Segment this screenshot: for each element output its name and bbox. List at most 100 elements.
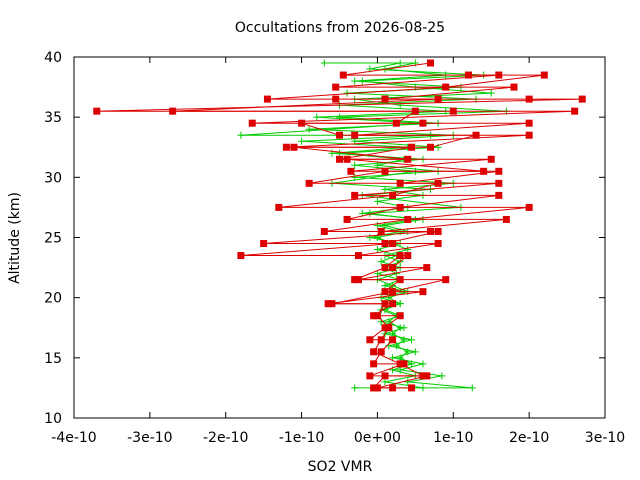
- data-point: [392, 342, 400, 350]
- data-point: [313, 113, 321, 121]
- data-point: [396, 101, 404, 109]
- data-point: [578, 95, 586, 103]
- data-point: [366, 336, 374, 344]
- data-point: [525, 131, 533, 139]
- data-point: [571, 107, 579, 115]
- data-point: [263, 95, 271, 103]
- data-point: [419, 384, 427, 392]
- data-point: [336, 155, 343, 163]
- data-point: [423, 372, 431, 380]
- data-point: [389, 336, 397, 344]
- data-point: [381, 378, 389, 386]
- data-point: [332, 95, 340, 103]
- data-point: [377, 258, 385, 266]
- data-point: [366, 372, 374, 380]
- data-point: [248, 119, 256, 127]
- data-point: [381, 324, 389, 332]
- data-point: [320, 59, 328, 67]
- data-point: [400, 360, 408, 368]
- data-point: [442, 276, 450, 284]
- data-point: [351, 384, 359, 392]
- data-point: [525, 119, 533, 127]
- data-point: [377, 348, 385, 356]
- data-point: [336, 149, 343, 157]
- data-point: [381, 264, 389, 272]
- data-point: [411, 348, 419, 356]
- data-point: [381, 288, 389, 296]
- data-point: [347, 167, 355, 175]
- y-tick-label: 10: [44, 411, 62, 427]
- data-point: [408, 360, 416, 368]
- data-point: [366, 234, 374, 241]
- data-point: [495, 167, 503, 175]
- series-1: [93, 59, 586, 392]
- x-tick-label: -4e-10: [51, 430, 96, 446]
- data-point: [449, 107, 457, 115]
- y-tick-label: 30: [44, 170, 62, 186]
- data-point: [389, 264, 397, 272]
- data-point: [525, 95, 533, 103]
- data-point: [351, 131, 359, 139]
- x-tick-label: 0e+00: [354, 430, 401, 446]
- data-point: [396, 59, 404, 67]
- data-point: [373, 197, 381, 205]
- data-point: [260, 240, 268, 248]
- data-point: [396, 276, 404, 284]
- data-point: [354, 276, 362, 284]
- data-point: [540, 71, 548, 79]
- data-point: [495, 179, 503, 187]
- x-tick-label: -1e-10: [279, 430, 324, 446]
- plot-frame: [73, 56, 606, 419]
- y-axis-label: Altitude (km): [7, 192, 23, 284]
- data-point: [370, 312, 378, 320]
- data-point: [373, 246, 381, 254]
- data-point: [305, 179, 313, 187]
- data-point: [385, 294, 393, 302]
- data-point: [408, 384, 416, 392]
- data-point: [404, 378, 412, 386]
- x-tick-label: 1e-10: [433, 430, 473, 446]
- data-point: [351, 191, 359, 199]
- data-point: [370, 348, 378, 356]
- data-point: [343, 215, 351, 223]
- data-point: [389, 384, 397, 392]
- data-point: [396, 179, 404, 187]
- data-point: [354, 252, 362, 260]
- data-point: [396, 312, 404, 320]
- data-point: [434, 240, 442, 248]
- y-tick-label: 25: [44, 231, 62, 247]
- data-point: [351, 161, 359, 169]
- data-point: [419, 360, 427, 368]
- data-point: [495, 191, 503, 199]
- data-point: [404, 252, 412, 260]
- chart-title: Occultations from 2026-08-25: [235, 20, 445, 36]
- data-point: [332, 83, 340, 91]
- data-point: [237, 131, 245, 139]
- data-point: [381, 282, 389, 290]
- data-point: [400, 336, 408, 344]
- data-point: [434, 227, 442, 235]
- data-point: [487, 155, 495, 163]
- x-tick-label: 3e-10: [585, 430, 625, 446]
- data-point: [381, 95, 389, 103]
- data-point: [336, 131, 343, 139]
- data-point: [320, 227, 328, 235]
- plot-series: [93, 59, 586, 392]
- data-point: [487, 89, 495, 97]
- data-point: [93, 107, 101, 115]
- data-point: [389, 330, 397, 338]
- data-point: [468, 384, 476, 392]
- data-point: [373, 161, 381, 169]
- data-point: [510, 83, 518, 91]
- data-point: [275, 203, 283, 211]
- data-point: [385, 324, 393, 332]
- data-point: [423, 264, 431, 272]
- data-point: [324, 300, 332, 308]
- x-axis-label: SO2 VMR: [308, 459, 373, 475]
- data-point: [419, 288, 427, 296]
- data-point: [389, 300, 397, 308]
- data-point: [404, 246, 412, 254]
- data-point: [404, 348, 412, 356]
